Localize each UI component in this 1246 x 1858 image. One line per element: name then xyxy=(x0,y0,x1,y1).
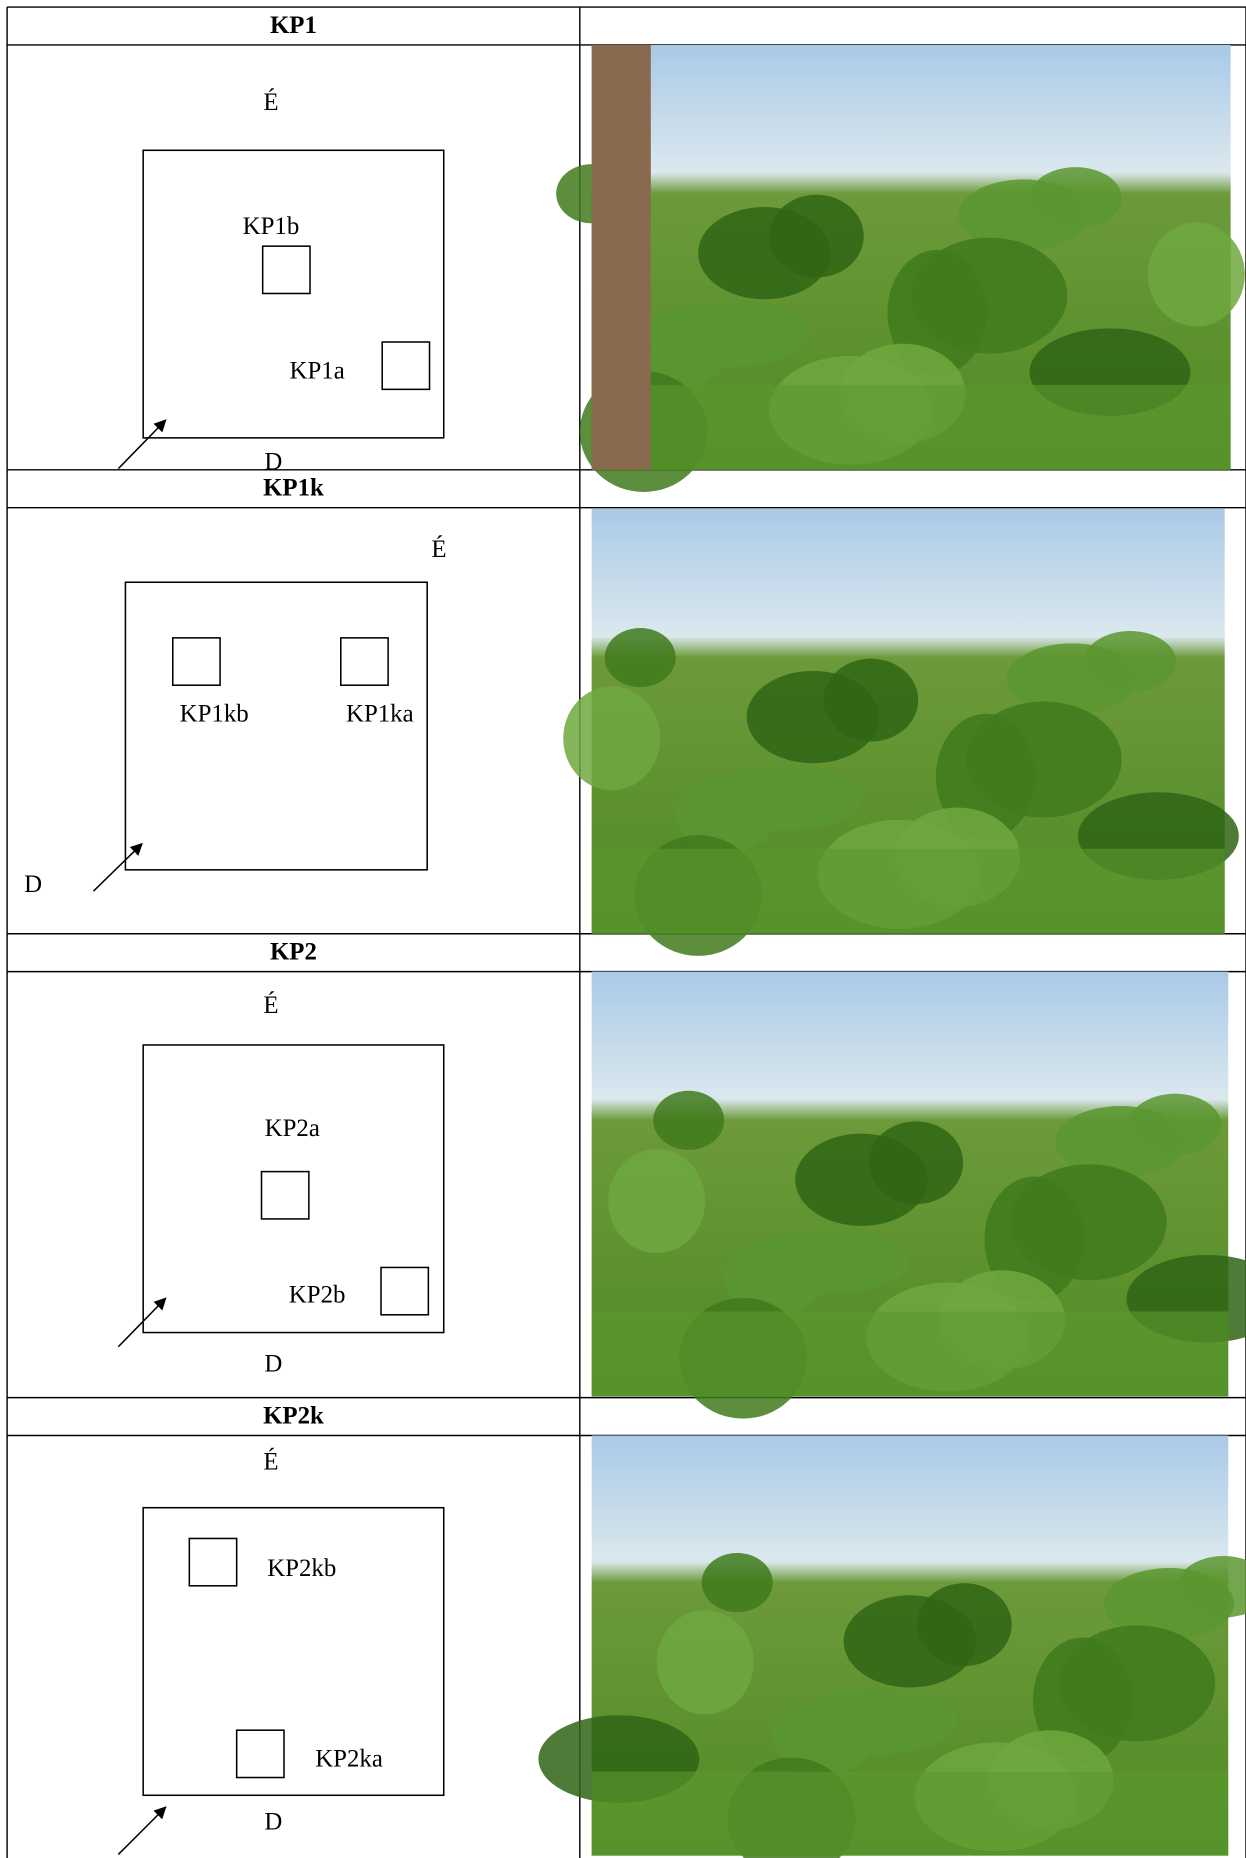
site-photo xyxy=(556,45,1245,492)
photo-shrub xyxy=(705,765,864,831)
photo-shrub xyxy=(657,1610,754,1714)
photo-grass xyxy=(592,849,1225,934)
photo-shrub xyxy=(563,686,660,790)
document: KP1 É D KP1b KP1a KP1k É D KP1kb KP1ka KP2 É D KP2a KP… xyxy=(0,0,1246,1858)
photo-shrub xyxy=(651,301,810,367)
south-label: D xyxy=(264,449,282,476)
photo-shrub xyxy=(869,1121,964,1204)
photo-shrub xyxy=(1011,1164,1167,1280)
section-title: KP1 xyxy=(270,12,317,39)
south-label: D xyxy=(264,1350,282,1377)
subplot-box xyxy=(237,1730,284,1777)
photo-shrub xyxy=(917,1583,1012,1666)
subplot-box xyxy=(382,342,429,389)
subplot-label: KP1ka xyxy=(346,701,414,728)
photo-shrub xyxy=(750,1227,909,1293)
subplot-box xyxy=(263,246,310,293)
subplot-label: KP1b xyxy=(243,213,300,240)
subplot-label: KP2kb xyxy=(267,1555,336,1582)
subplot-label: KP2b xyxy=(289,1282,346,1309)
north-label: É xyxy=(263,1448,278,1476)
photo-shrub xyxy=(911,238,1067,354)
photo-grass xyxy=(592,1311,1229,1396)
photo-shrub xyxy=(1059,1625,1215,1741)
photo-shrub xyxy=(1148,222,1245,326)
section-title: KP2 xyxy=(270,939,317,966)
south-label: D xyxy=(24,871,42,898)
entry-arrow xyxy=(118,420,165,469)
photo-shrub xyxy=(966,702,1122,818)
site-photo xyxy=(538,1436,1246,1858)
table-content: KP1 É D KP1b KP1a KP1k É D KP1kb KP1ka KP2 É D KP2a KP… xyxy=(24,12,1246,1858)
subplot-box xyxy=(262,1172,309,1219)
subplot-box xyxy=(173,638,220,685)
photo-grass xyxy=(592,1772,1229,1856)
photo-shrub xyxy=(605,628,676,687)
photo-shrub xyxy=(1029,167,1121,229)
south-label: D xyxy=(264,1808,282,1835)
north-label: É xyxy=(431,535,446,563)
entry-arrow xyxy=(93,844,142,891)
entry-arrow xyxy=(118,1807,165,1854)
subplot-label: KP1kb xyxy=(180,701,249,728)
photo-shrub xyxy=(608,1149,705,1253)
photo-shrub xyxy=(824,659,919,742)
photo-shrub xyxy=(1084,631,1176,693)
north-label: É xyxy=(263,991,278,1019)
subplot-label: KP2a xyxy=(265,1115,320,1142)
section-title: KP1k xyxy=(263,475,324,502)
subplot-label: KP2ka xyxy=(315,1746,383,1773)
section-title: KP2k xyxy=(263,1402,324,1429)
photo-trunk xyxy=(592,45,651,470)
photo-shrub xyxy=(769,195,864,278)
subplot-box xyxy=(189,1538,236,1585)
photo-shrub xyxy=(702,1553,773,1612)
north-label: É xyxy=(263,88,278,116)
site-photo xyxy=(563,509,1239,956)
photo-grass xyxy=(592,385,1231,470)
subplot-box xyxy=(341,638,388,685)
plot-area xyxy=(143,1508,444,1796)
photo-shrub xyxy=(1129,1094,1221,1156)
subplot-box xyxy=(381,1267,428,1314)
site-photo xyxy=(592,972,1246,1419)
photo-shrub xyxy=(799,1688,958,1754)
entry-arrow xyxy=(118,1298,165,1347)
subplot-label: KP1a xyxy=(290,357,345,384)
photo-shrub xyxy=(653,1091,724,1150)
